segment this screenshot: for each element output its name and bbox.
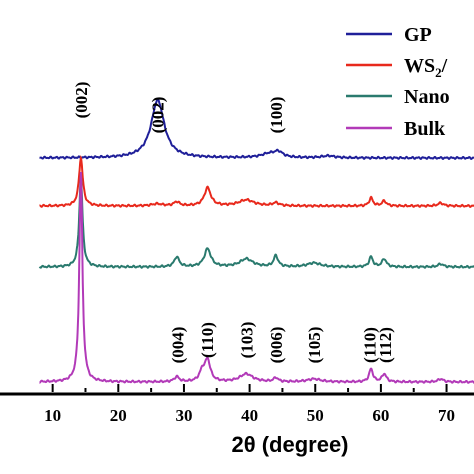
series-line-3 [38, 176, 474, 269]
x-tick-label: 60 [372, 406, 389, 425]
peak-label: (004) [168, 327, 187, 364]
x-tick-label: 10 [44, 406, 61, 425]
peak-label: (105) [305, 327, 324, 364]
series-line-1 [39, 97, 474, 161]
x-tick-label: 70 [438, 406, 455, 425]
peak-label: (110) [198, 322, 217, 358]
plot-frame [0, 392, 474, 396]
series-line-4 [39, 171, 474, 384]
x-tick-label: 50 [307, 406, 324, 425]
x-axis: 10 20 30 40 50 60 70 [44, 384, 455, 425]
x-axis-label: 2θ (degree) [231, 432, 348, 457]
legend-label: Bulk [404, 118, 446, 140]
peak-label: (103) [237, 322, 256, 359]
legend-label: Nano [404, 86, 450, 108]
peak-label: (006) [267, 327, 286, 364]
peak-label: (112) [376, 327, 395, 363]
legend-label: GP [404, 24, 432, 46]
series-line-2 [39, 154, 474, 209]
x-tick-label: 30 [175, 406, 192, 425]
peak-label: (002) [72, 82, 91, 119]
plot-area [38, 97, 474, 384]
peak-label: (110) [361, 327, 380, 363]
legend-label: WS2/ [404, 55, 448, 80]
legend: GP WS2/Nano Bulk [346, 24, 450, 140]
x-tick-label: 20 [110, 406, 127, 425]
peak-labels: (002) (100) (002) (004) (110) (103) (006) (105)… [72, 82, 395, 364]
x-tick-label: 40 [241, 406, 258, 425]
peak-label: (002) [149, 97, 168, 134]
peak-label: (100) [267, 97, 286, 134]
